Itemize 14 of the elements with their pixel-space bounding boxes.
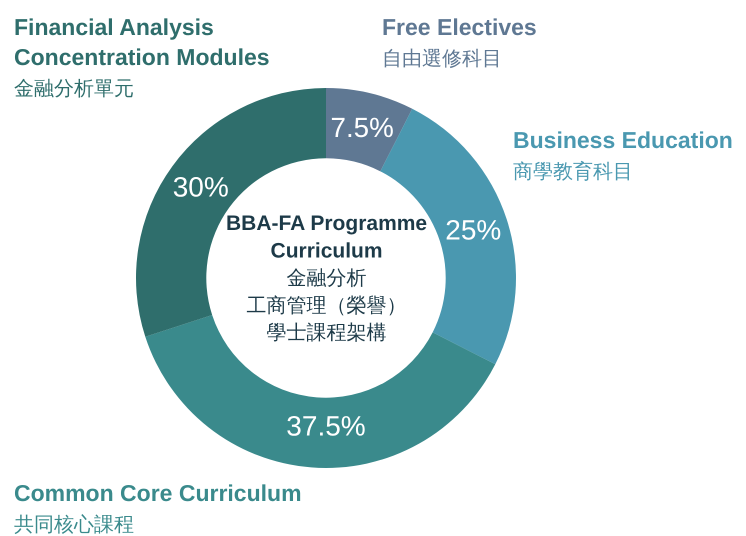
slice-label: Free Electives 自由選修科目 bbox=[382, 14, 537, 70]
slice-label: Financial Analysis Concentration Modules 金融分析單元 bbox=[14, 14, 270, 100]
data-label: 37.5% bbox=[286, 410, 366, 442]
donut-slice bbox=[326, 88, 412, 172]
text: 學士課程架構 bbox=[266, 322, 387, 344]
text: BBA-FA Programme Curriculum bbox=[226, 212, 428, 262]
text: 工商管理（榮譽） bbox=[246, 294, 407, 317]
data-label: 25% bbox=[445, 214, 502, 246]
donut-slice bbox=[145, 314, 496, 468]
slice-label: Business Education 商學教育科目 bbox=[513, 127, 733, 183]
data-label: 30% bbox=[172, 171, 229, 202]
text: 金融分析 bbox=[286, 268, 367, 290]
slice-label: Common Core Curriculum 共同核心課程 bbox=[14, 480, 302, 536]
data-label: 7.5% bbox=[330, 112, 394, 143]
